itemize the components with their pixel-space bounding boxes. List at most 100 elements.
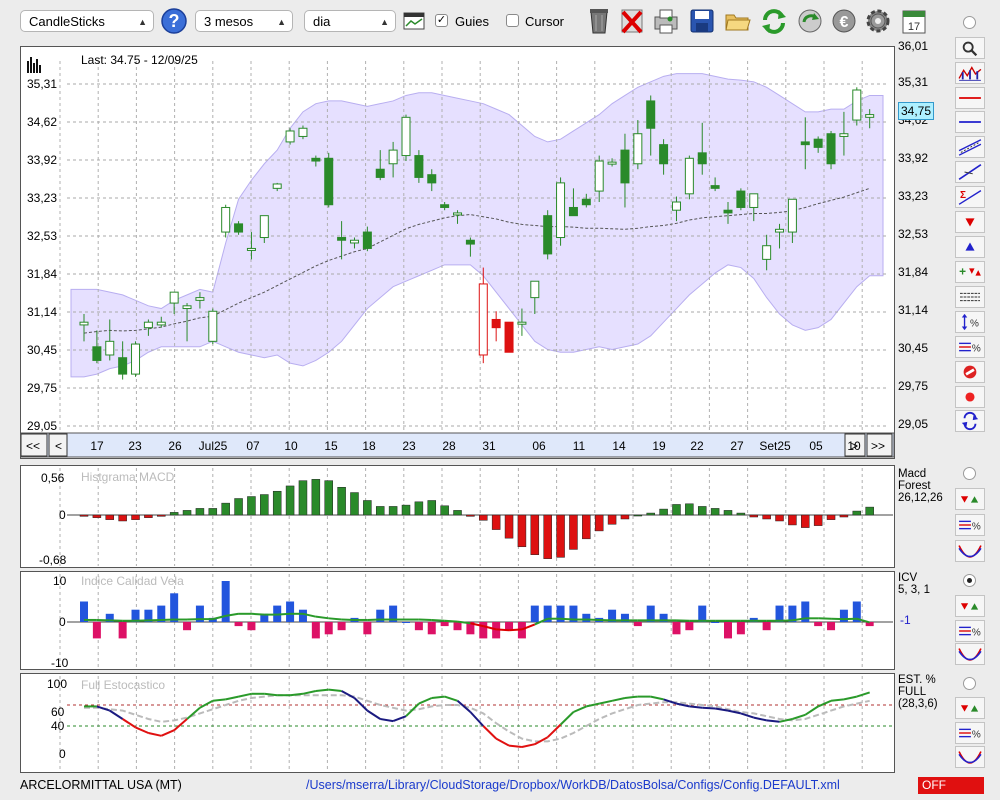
gear-icon[interactable] bbox=[864, 6, 892, 36]
no-entry-icon[interactable] bbox=[955, 361, 985, 383]
open-folder-icon[interactable] bbox=[724, 6, 752, 36]
arrow-up-icon[interactable] bbox=[955, 236, 985, 258]
refresh-icon[interactable] bbox=[760, 6, 788, 36]
stoch-k-line bbox=[586, 702, 600, 708]
chart-type-select[interactable]: CandleSticks ▲ bbox=[20, 10, 154, 32]
move-updown-icon[interactable] bbox=[955, 697, 985, 719]
delete-icon[interactable] bbox=[618, 6, 646, 36]
stoch-y-tick: 40 bbox=[51, 719, 65, 733]
percent-range-icon[interactable]: % bbox=[955, 311, 985, 333]
fibonacci-icon[interactable]: Σ bbox=[955, 186, 985, 208]
icv-panel[interactable]: Indice Calidad Vela 10 0 -10 bbox=[20, 571, 895, 670]
nav-last-button[interactable] bbox=[866, 433, 893, 457]
candle-body bbox=[607, 161, 617, 165]
cursor-checkbox[interactable] bbox=[506, 14, 519, 27]
macd-chart[interactable]: Histgrama MACD 0,56 0 -0,68 bbox=[21, 466, 894, 567]
macd-panel-radio[interactable] bbox=[963, 467, 976, 480]
candle-body bbox=[285, 130, 295, 143]
candle-body bbox=[478, 283, 488, 356]
help-icon[interactable]: ? bbox=[160, 7, 188, 35]
zoom-icon[interactable] bbox=[955, 37, 985, 59]
save-icon[interactable] bbox=[688, 6, 716, 36]
period-select[interactable]: 3 mesos ▲ bbox=[195, 10, 293, 32]
currency-icon[interactable]: € bbox=[830, 6, 858, 36]
trend-line-icon[interactable] bbox=[955, 161, 985, 183]
interval-select[interactable]: dia ▲ bbox=[304, 10, 396, 32]
percent-lines-icon[interactable]: % bbox=[955, 514, 985, 536]
icv-signal-line bbox=[496, 628, 510, 632]
stoch-k-line bbox=[469, 711, 485, 727]
macd-bar bbox=[221, 502, 230, 516]
record-icon[interactable] bbox=[955, 386, 985, 408]
icv-bar bbox=[131, 609, 140, 622]
price-chart[interactable]: 35,31 34,62 33,92 33,23 32,53 31,84 31,14 30,45… bbox=[21, 47, 894, 458]
macd-bar bbox=[491, 514, 501, 530]
candle-body bbox=[736, 190, 746, 208]
indicator-chart-icon[interactable] bbox=[955, 62, 985, 84]
stoch-panel[interactable]: Full Estocastico 100 60 40 0 bbox=[20, 673, 895, 773]
date-tick: 28 bbox=[442, 439, 456, 453]
guides-checkbox[interactable]: ✓ bbox=[435, 14, 448, 27]
icv-bar bbox=[170, 593, 179, 622]
stoch-k-line bbox=[714, 707, 729, 712]
trend-channel-icon[interactable] bbox=[955, 136, 985, 158]
config-path-link[interactable]: /Users/mserra/Library/CloudStorage/Dropb… bbox=[306, 778, 840, 792]
cursor-label: Cursor bbox=[525, 14, 565, 29]
icv-bar bbox=[543, 605, 552, 622]
icv-bar bbox=[852, 601, 861, 622]
cross-lines-icon[interactable] bbox=[955, 746, 985, 768]
trash-icon[interactable] bbox=[585, 6, 613, 36]
grid-lines-icon[interactable] bbox=[955, 286, 985, 308]
horizontal-line-red-icon[interactable] bbox=[955, 87, 985, 109]
price-y-tick: 29,75 bbox=[27, 381, 57, 395]
candle-body bbox=[787, 198, 797, 233]
stoch-panel-radio[interactable] bbox=[963, 677, 976, 690]
nav-prev-button[interactable] bbox=[48, 433, 68, 457]
candle-body bbox=[543, 215, 553, 255]
macd-bar bbox=[569, 514, 578, 550]
calendar-icon[interactable]: 17 bbox=[900, 6, 928, 36]
icv-bar bbox=[144, 609, 153, 622]
macd-bar bbox=[285, 485, 295, 516]
macd-bar bbox=[337, 487, 346, 516]
percent-lines-icon[interactable]: % bbox=[955, 336, 985, 358]
macd-bar bbox=[414, 501, 424, 516]
macd-bar bbox=[260, 494, 269, 516]
move-updown-icon[interactable] bbox=[955, 488, 985, 510]
macd-bar bbox=[749, 514, 759, 518]
symbol-name: ARCELORMITTAL USA (MT) bbox=[20, 778, 182, 792]
stoch-k-line bbox=[366, 709, 381, 720]
percent-lines-icon[interactable]: % bbox=[955, 620, 985, 642]
macd-bar bbox=[440, 505, 449, 516]
candle-body bbox=[92, 346, 102, 361]
add-signal-icon[interactable]: + bbox=[955, 261, 985, 283]
percent-lines-icon[interactable]: % bbox=[955, 722, 985, 744]
candle-body bbox=[465, 239, 475, 245]
macd-bar bbox=[363, 500, 372, 516]
price-panel[interactable]: 35,31 34,62 33,92 33,23 32,53 31,84 31,14 30,45… bbox=[20, 46, 895, 459]
print-icon[interactable] bbox=[652, 6, 680, 36]
ruler-icon[interactable] bbox=[403, 11, 425, 31]
icv-panel-radio[interactable] bbox=[963, 574, 976, 587]
import-icon[interactable] bbox=[796, 6, 824, 36]
stoch-k-line bbox=[148, 732, 162, 737]
icv-bar bbox=[646, 605, 655, 622]
macd-bar bbox=[79, 514, 89, 517]
icv-bar bbox=[157, 605, 166, 622]
horizontal-line-blue-icon[interactable] bbox=[955, 111, 985, 133]
icv-bar bbox=[505, 622, 514, 631]
move-updown-icon[interactable] bbox=[955, 595, 985, 617]
swap-icon[interactable] bbox=[955, 410, 985, 432]
nav-first-button[interactable] bbox=[21, 433, 48, 457]
status-badge[interactable]: OFF bbox=[918, 777, 984, 794]
cross-lines-icon[interactable] bbox=[955, 540, 985, 562]
svg-text:%: % bbox=[972, 522, 981, 533]
icv-chart[interactable]: Indice Calidad Vela 10 0 -10 bbox=[21, 572, 894, 669]
cross-lines-icon[interactable] bbox=[955, 643, 985, 665]
arrow-down-icon[interactable] bbox=[955, 211, 985, 233]
stoch-k-line bbox=[843, 695, 858, 701]
macd-panel[interactable]: Histgrama MACD 0,56 0 -0,68 bbox=[20, 465, 895, 568]
nav-next-button[interactable] bbox=[844, 433, 866, 457]
price-panel-radio[interactable] bbox=[963, 16, 976, 29]
